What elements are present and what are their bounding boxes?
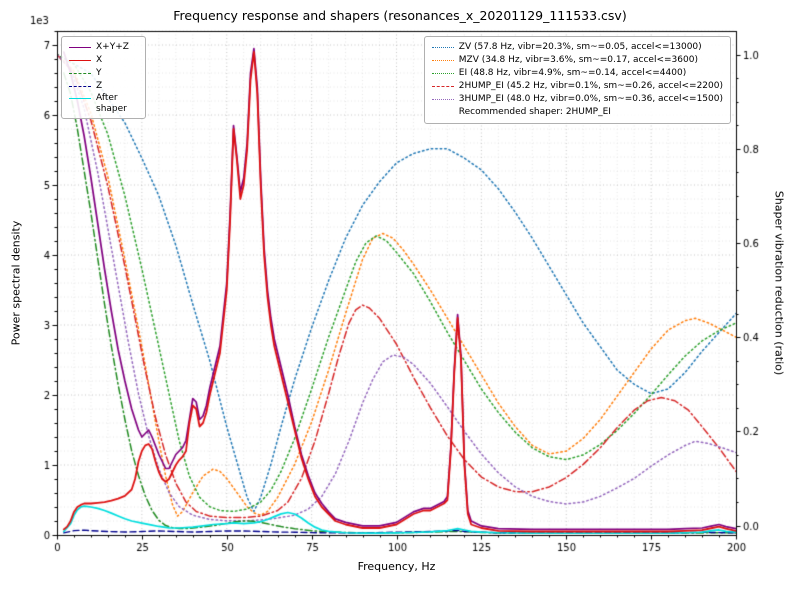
legend-item-label: X [96, 55, 103, 65]
legend-item: Z [69, 80, 138, 93]
legend-psd: X+Y+Z X Y Z After shaper [61, 36, 146, 119]
left-y-axis-label: Power spectral density [9, 220, 23, 346]
line-swatch-z [69, 86, 91, 87]
legend-item: Y [69, 67, 138, 80]
legend-item-label: X+Y+Z [96, 42, 129, 52]
legend-item-label: 2HUMP_EI (45.2 Hz, vibr=0.1%, sm~=0.26, … [458, 81, 723, 91]
x-axis-label: Frequency, Hz [357, 560, 436, 573]
line-swatch-x [69, 60, 91, 61]
legend-item-label: After shaper [96, 93, 127, 114]
line-swatch-after-shaper [69, 98, 91, 99]
legend-item: After shaper [69, 93, 138, 114]
legend-item-label: Z [96, 81, 103, 91]
line-swatch-3hump-ei [431, 99, 454, 100]
legend-item: 2HUMP_EI (45.2 Hz, vibr=0.1%, sm~=0.26, … [431, 80, 723, 93]
line-swatch-ei [431, 73, 454, 74]
legend-item: X [69, 54, 138, 67]
chart-title: Frequency response and shapers (resonanc… [173, 8, 627, 23]
recommended-shaper-note: Recommended shaper: 2HUMP_EI [458, 107, 611, 117]
line-swatch-zv [431, 47, 454, 48]
line-swatch-y [69, 73, 91, 74]
line-swatch-xyz [69, 47, 91, 48]
legend-item: ZV (57.8 Hz, vibr=20.3%, sm~=0.05, accel… [431, 41, 723, 54]
legend-item-label: MZV (34.8 Hz, vibr=3.6%, sm~=0.17, accel… [458, 55, 698, 65]
legend-item-label: ZV (57.8 Hz, vibr=20.3%, sm~=0.05, accel… [458, 42, 702, 52]
legend-item-label: Y [96, 68, 102, 78]
legend-shapers: ZV (57.8 Hz, vibr=20.3%, sm~=0.05, accel… [423, 36, 731, 124]
right-y-axis-label: Shaper vibration reduction (ratio) [772, 190, 786, 376]
line-swatch-mzv [431, 60, 454, 61]
legend-item: EI (48.8 Hz, vibr=4.9%, sm~=0.14, accel<… [431, 67, 723, 80]
legend-item-label: EI (48.8 Hz, vibr=4.9%, sm~=0.14, accel<… [458, 68, 687, 78]
line-swatch-2hump-ei [431, 86, 454, 87]
legend-item: X+Y+Z [69, 41, 138, 54]
legend-item: MZV (34.8 Hz, vibr=3.6%, sm~=0.17, accel… [431, 54, 723, 67]
legend-item-label: 3HUMP_EI (48.0 Hz, vibr=0.0%, sm~=0.36, … [458, 94, 723, 104]
legend-item: 3HUMP_EI (48.0 Hz, vibr=0.0%, sm~=0.36, … [431, 93, 723, 106]
